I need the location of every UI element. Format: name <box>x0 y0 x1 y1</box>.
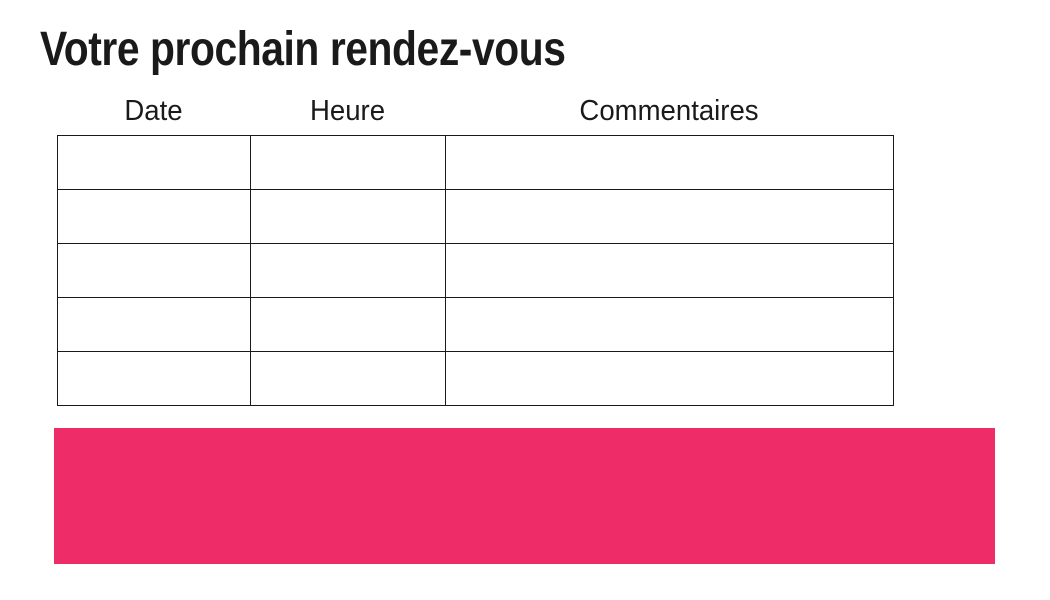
cell-date <box>57 243 251 298</box>
pink-banner <box>54 428 995 564</box>
cell-heure <box>250 351 446 406</box>
cell-heure <box>250 135 446 190</box>
appointments-table <box>57 135 894 406</box>
cell-commentaires <box>445 135 894 190</box>
cell-heure <box>250 243 446 298</box>
cell-date <box>57 135 251 190</box>
table-row <box>57 243 894 298</box>
cell-heure <box>250 297 446 352</box>
column-header-heure: Heure <box>309 95 386 127</box>
column-header-date: Date <box>124 95 183 127</box>
table-row <box>57 189 894 244</box>
column-header-commentaires: Commentaires <box>579 95 759 127</box>
page-title: Votre prochain rendez-vous <box>40 23 566 76</box>
cell-commentaires <box>445 189 894 244</box>
cell-commentaires <box>445 351 894 406</box>
cell-date <box>57 351 251 406</box>
cell-commentaires <box>445 243 894 298</box>
table-column-headers: Date Heure Commentaires <box>57 94 893 129</box>
cell-heure <box>250 189 446 244</box>
cell-commentaires <box>445 297 894 352</box>
cell-date <box>57 189 251 244</box>
table-row <box>57 297 894 352</box>
table-row <box>57 351 894 406</box>
table-row <box>57 135 894 190</box>
cell-date <box>57 297 251 352</box>
